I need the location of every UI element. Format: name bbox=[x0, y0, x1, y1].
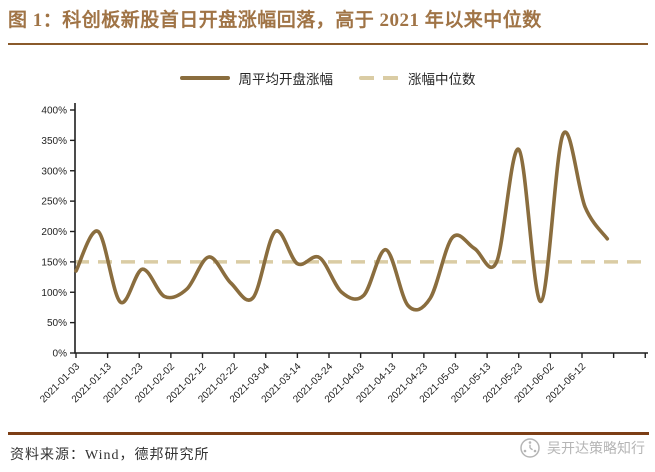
legend-weekly-avg-label: 周平均开盘涨幅 bbox=[238, 72, 334, 87]
footer-divider bbox=[8, 432, 649, 435]
watermark: 吴开达策略知行 bbox=[519, 437, 645, 459]
y-tick-label: 250% bbox=[41, 197, 67, 208]
line-chart: 0%50%100%150%200%250%300%350%400%2021-01… bbox=[38, 103, 648, 405]
figure-title: 图 1：科创板新股首日开盘涨幅回落，高于 2021 年以来中位数 bbox=[8, 10, 542, 31]
y-tick-label: 200% bbox=[41, 227, 67, 238]
y-tick-label: 100% bbox=[41, 288, 67, 299]
title-underline bbox=[8, 43, 648, 45]
y-tick-label: 400% bbox=[41, 106, 67, 117]
y-tick-label: 350% bbox=[41, 136, 67, 147]
legend-dashed-line-swatch bbox=[359, 76, 399, 80]
legend-median-label: 涨幅中位数 bbox=[408, 72, 476, 87]
y-tick-label: 50% bbox=[47, 318, 67, 329]
watermark-text: 吴开达策略知行 bbox=[547, 442, 645, 457]
weekly-avg-series-line bbox=[74, 130, 610, 312]
legend-item-median: 涨幅中位数 bbox=[359, 68, 476, 88]
y-tick-label: 0% bbox=[53, 349, 68, 360]
chart-legend: 周平均开盘涨幅 涨幅中位数 bbox=[0, 68, 655, 88]
source-note: 资料来源：Wind，德邦研究所 bbox=[10, 448, 210, 463]
legend-solid-line-swatch bbox=[179, 76, 230, 80]
y-tick-label: 150% bbox=[41, 257, 67, 268]
y-tick-label: 300% bbox=[41, 166, 67, 177]
legend-item-weekly-avg: 周平均开盘涨幅 bbox=[179, 68, 334, 88]
watermark-logo bbox=[520, 438, 540, 458]
